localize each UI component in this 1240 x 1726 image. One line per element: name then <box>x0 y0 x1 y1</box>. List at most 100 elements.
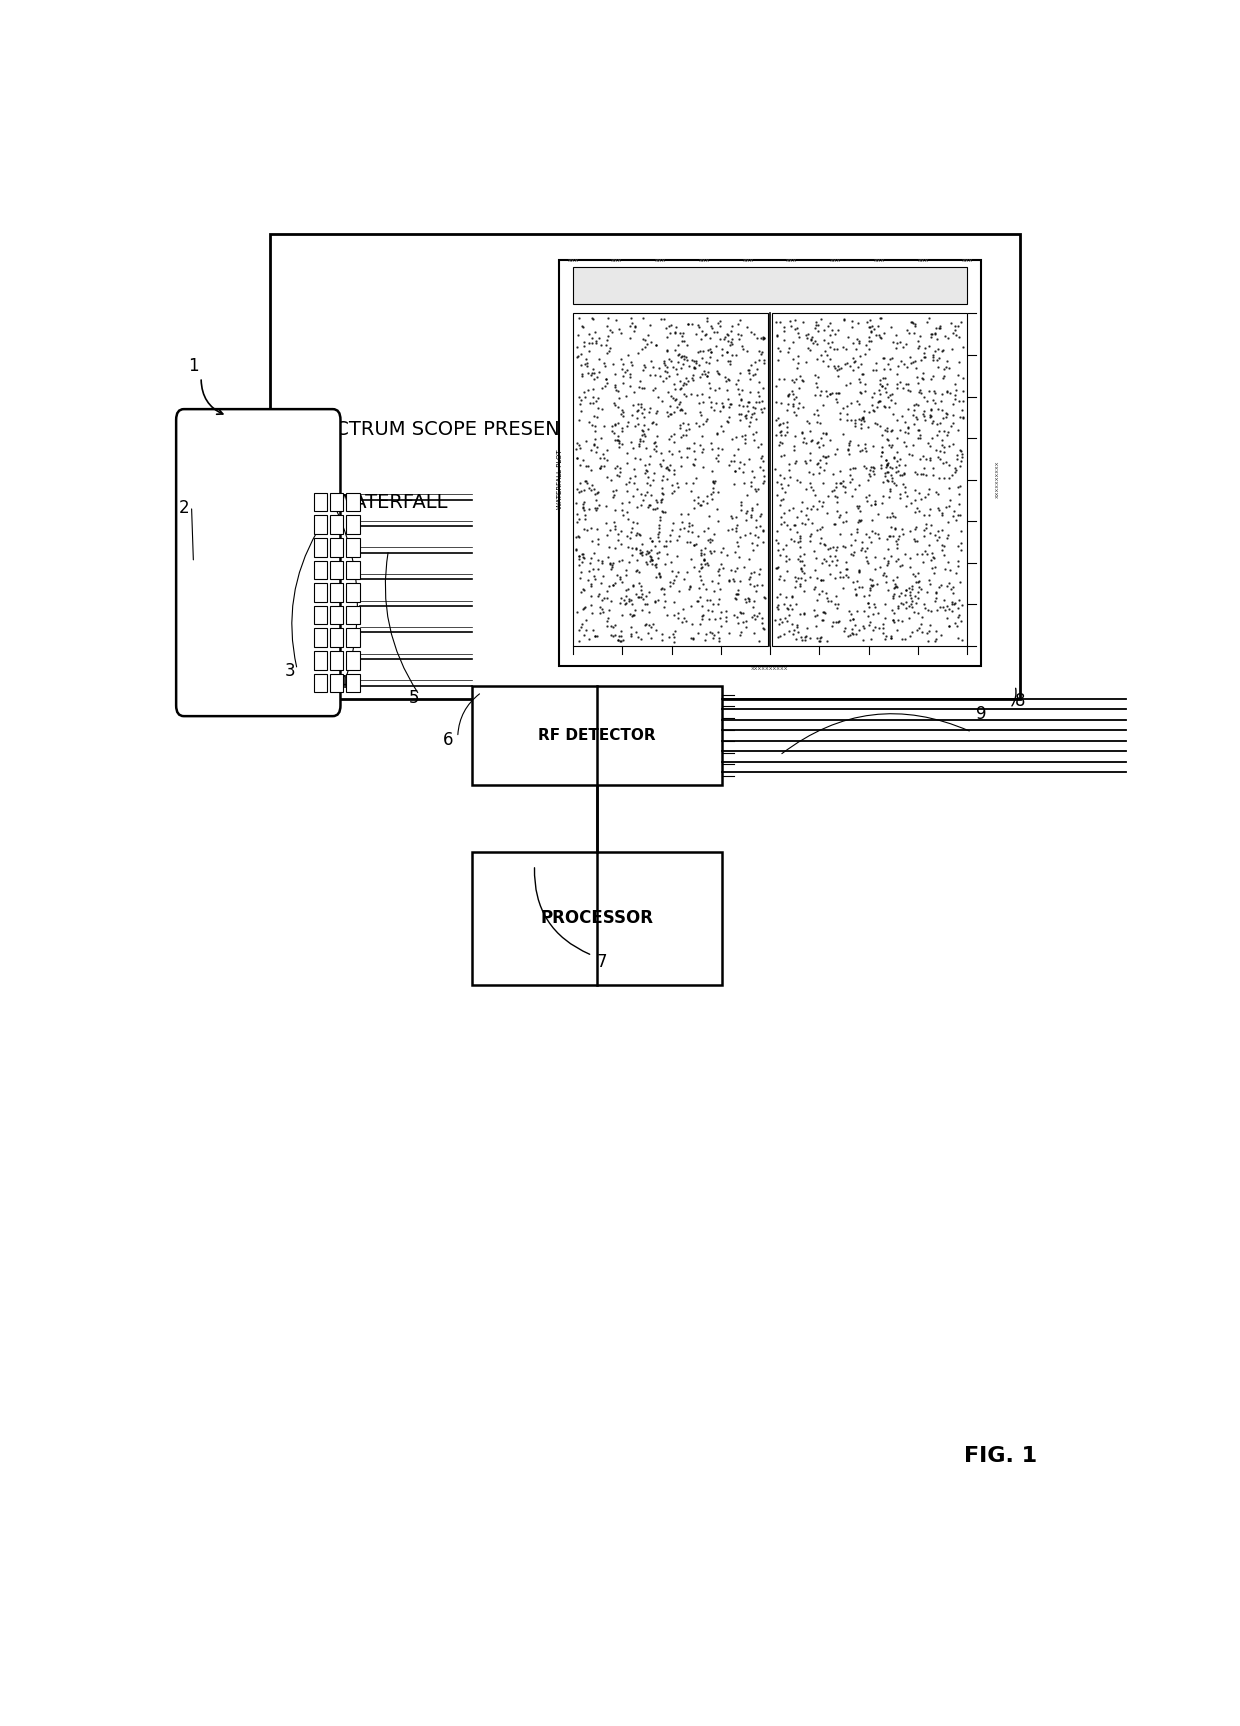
Point <box>841 521 861 549</box>
Point <box>791 556 811 583</box>
Point <box>890 416 910 444</box>
Point <box>639 494 658 521</box>
Point <box>944 497 963 525</box>
Point <box>889 582 909 609</box>
Point <box>683 450 703 478</box>
Point <box>694 547 714 575</box>
Point <box>805 482 825 509</box>
Point <box>785 511 805 539</box>
Point <box>578 350 598 378</box>
Point <box>652 485 672 513</box>
Point <box>817 483 837 511</box>
Point <box>954 333 973 361</box>
Point <box>781 525 801 552</box>
Point <box>883 328 903 356</box>
Point <box>800 337 820 364</box>
Point <box>585 566 605 594</box>
Point <box>688 521 708 549</box>
Point <box>949 552 968 580</box>
Bar <box>330 651 343 670</box>
Point <box>574 621 594 649</box>
Point <box>864 461 884 488</box>
Point <box>777 381 797 409</box>
Point <box>746 506 766 533</box>
Point <box>717 604 737 632</box>
Point <box>901 587 921 614</box>
Point <box>916 620 936 647</box>
Point <box>873 614 893 642</box>
Point <box>754 345 774 373</box>
Point <box>853 404 873 432</box>
Point <box>691 551 711 578</box>
Point <box>589 345 609 373</box>
Point <box>631 625 651 652</box>
Point <box>609 426 629 454</box>
Point <box>945 312 965 340</box>
Point <box>813 606 833 633</box>
Point <box>735 613 755 640</box>
Point <box>832 473 852 501</box>
Point <box>810 433 830 461</box>
Text: xxx: xxx <box>568 257 579 262</box>
Point <box>573 490 593 518</box>
Point <box>718 321 738 349</box>
Point <box>702 435 722 463</box>
Point <box>843 345 863 373</box>
Point <box>619 342 639 369</box>
Point <box>874 392 894 419</box>
Point <box>770 418 790 445</box>
Point <box>847 568 867 595</box>
Point <box>746 356 766 383</box>
Point <box>921 554 941 582</box>
Point <box>653 480 673 507</box>
Point <box>906 364 926 392</box>
Bar <box>346 539 360 557</box>
Point <box>610 454 630 482</box>
Point <box>698 526 718 554</box>
Point <box>635 450 655 478</box>
Point <box>572 312 591 340</box>
Point <box>610 564 630 592</box>
Point <box>634 585 653 613</box>
Point <box>887 547 906 575</box>
Point <box>706 376 725 404</box>
Point <box>796 501 816 528</box>
Point <box>950 480 970 507</box>
Point <box>675 369 694 397</box>
Point <box>931 387 951 414</box>
Point <box>823 608 843 635</box>
Point <box>693 487 713 514</box>
Point <box>630 535 650 563</box>
Point <box>888 361 908 388</box>
Point <box>914 402 934 430</box>
Point <box>735 402 755 430</box>
Point <box>909 497 929 525</box>
Point <box>908 494 928 521</box>
Point <box>892 590 911 618</box>
Point <box>678 509 698 537</box>
Point <box>718 366 738 394</box>
Point <box>751 340 771 368</box>
Point <box>925 627 945 654</box>
Point <box>908 392 928 419</box>
Point <box>879 345 899 373</box>
Point <box>677 433 697 461</box>
Point <box>742 404 761 432</box>
Point <box>600 316 620 343</box>
Point <box>807 345 827 373</box>
Point <box>878 383 898 411</box>
Point <box>702 312 722 340</box>
Point <box>616 561 636 589</box>
Point <box>744 620 764 647</box>
Point <box>754 324 774 352</box>
Point <box>816 578 836 606</box>
Point <box>919 475 939 502</box>
Point <box>711 413 730 440</box>
Point <box>611 416 631 444</box>
Point <box>686 321 706 349</box>
Point <box>915 397 935 425</box>
Point <box>675 564 694 592</box>
Point <box>852 361 872 388</box>
Point <box>887 425 906 452</box>
Point <box>863 601 883 628</box>
